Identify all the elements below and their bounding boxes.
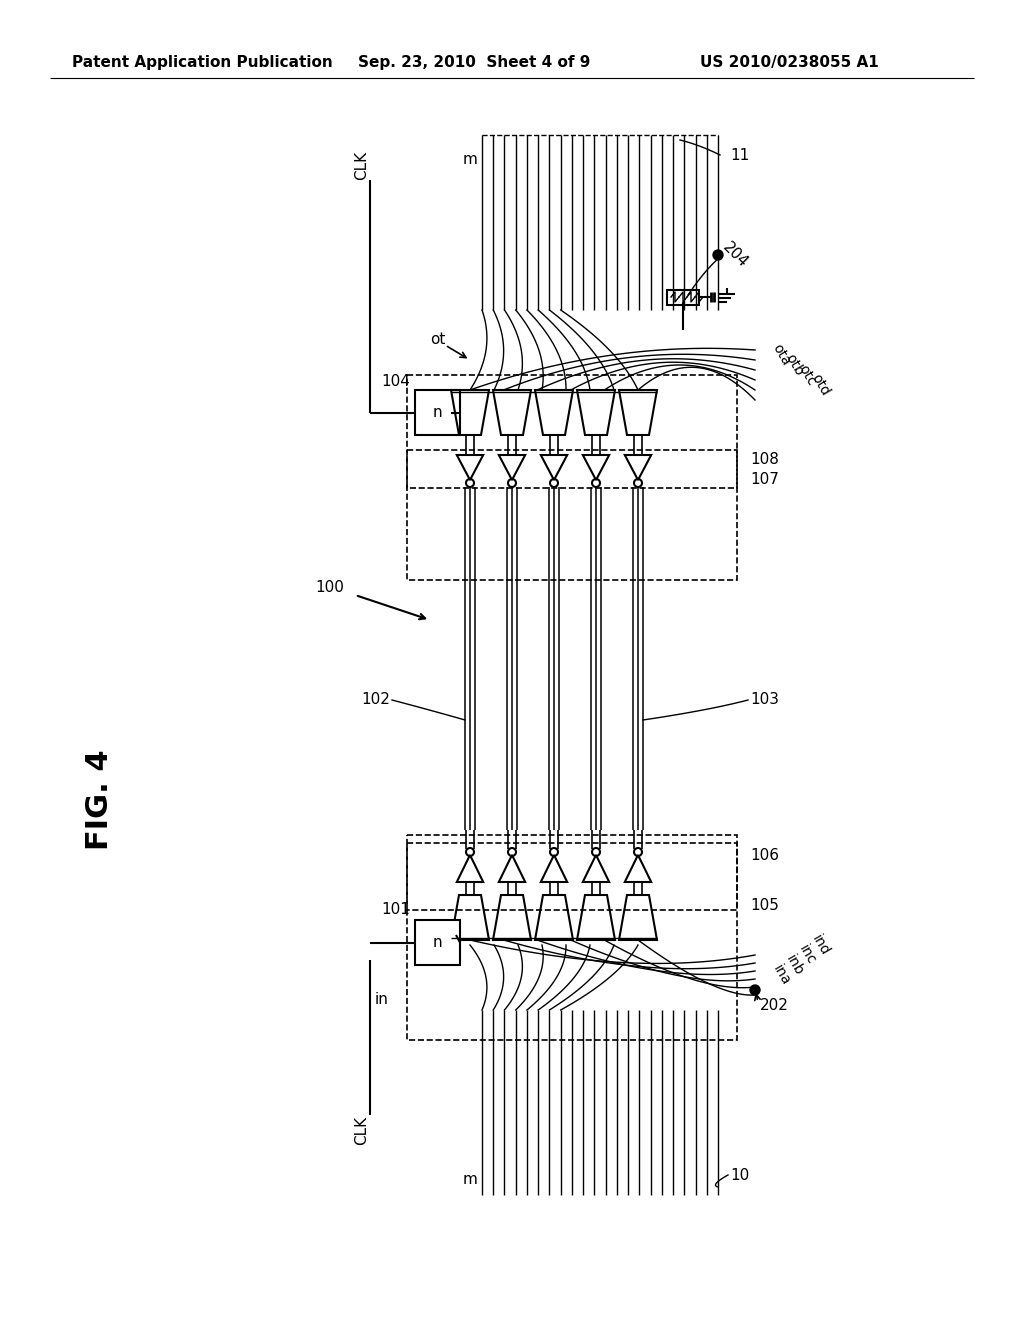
Text: n: n (433, 405, 442, 420)
Text: 101: 101 (381, 903, 410, 917)
Text: 102: 102 (361, 693, 390, 708)
Text: 104: 104 (381, 375, 410, 389)
Text: ind: ind (809, 932, 831, 958)
Text: ot: ot (430, 333, 445, 347)
Text: Sep. 23, 2010  Sheet 4 of 9: Sep. 23, 2010 Sheet 4 of 9 (358, 54, 591, 70)
Text: CLK: CLK (354, 150, 370, 180)
Text: 106: 106 (750, 847, 779, 862)
Text: 103: 103 (750, 693, 779, 708)
Text: CLK: CLK (354, 1115, 370, 1144)
Text: ota: ota (770, 342, 794, 368)
Text: US 2010/0238055 A1: US 2010/0238055 A1 (700, 54, 879, 70)
Text: 107: 107 (750, 473, 779, 487)
Text: inc: inc (796, 942, 818, 968)
Text: FIG. 4: FIG. 4 (85, 750, 115, 850)
Text: 100: 100 (315, 581, 344, 595)
Text: m: m (462, 153, 477, 168)
Bar (667, 290, 699, 305)
Text: 105: 105 (750, 898, 779, 912)
Text: otd: otd (809, 372, 833, 399)
Bar (415, 389, 460, 436)
Bar (407, 843, 737, 909)
Text: otc: otc (796, 362, 819, 388)
Text: n: n (433, 935, 442, 950)
Bar (415, 920, 460, 965)
Text: in: in (375, 993, 389, 1007)
Text: otb: otb (783, 351, 807, 379)
Text: 204: 204 (720, 239, 751, 271)
Text: 10: 10 (730, 1167, 750, 1183)
Text: m: m (462, 1172, 477, 1188)
Text: ina: ina (770, 962, 793, 987)
Bar (407, 375, 737, 579)
Text: 202: 202 (760, 998, 788, 1012)
Bar (407, 836, 737, 1040)
Text: 11: 11 (730, 148, 750, 162)
Bar (407, 450, 737, 488)
Text: 108: 108 (750, 453, 779, 467)
Text: Patent Application Publication: Patent Application Publication (72, 54, 333, 70)
Circle shape (750, 985, 760, 995)
Circle shape (713, 249, 723, 260)
Text: inb: inb (783, 952, 806, 978)
